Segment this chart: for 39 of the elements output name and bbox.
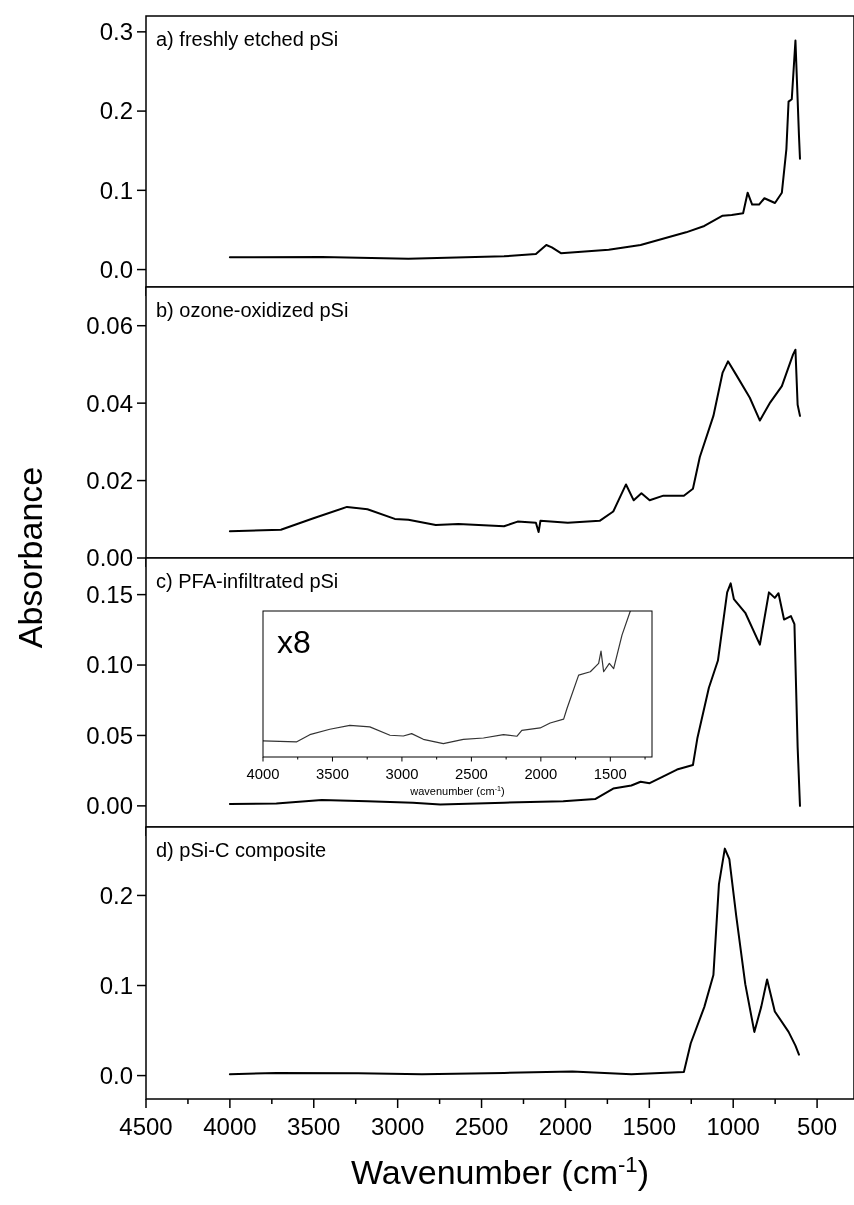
x-tick-label: 1500: [622, 1113, 677, 1140]
x-tick-label: 500: [797, 1113, 838, 1140]
text: b) ozone-oxidized pSi: [156, 299, 349, 321]
x-tick-label: 2000: [538, 1113, 593, 1140]
annotation: x8: [277, 624, 311, 660]
y-axis-title: Absorbance: [11, 466, 49, 649]
x-axis-title: Wavenumber (cm$^{-1}$): [350, 1151, 650, 1191]
text: a) freshly etched pSi: [156, 28, 339, 50]
x-tick-label: 4000: [246, 766, 280, 782]
y-tick-label: 0.0: [99, 1061, 133, 1089]
y-tick-label: 0.06: [86, 312, 133, 340]
y-tick-label: 0.1: [99, 971, 133, 999]
y-tick-label: 0.3: [99, 18, 133, 46]
x-tick-label: 3500: [316, 766, 349, 782]
line-series: [228, 348, 801, 534]
y-tick-label: 0.00: [86, 544, 133, 572]
y-tick-label: 0.2: [99, 97, 133, 125]
x-tick-label: 2500: [454, 1113, 509, 1140]
y-tick-label: 0.10: [86, 651, 133, 679]
y-tick-label: 0.0: [99, 255, 133, 283]
x-tick-label: 2500: [454, 766, 488, 782]
x-tick-label: 3500: [287, 1113, 341, 1140]
x-tick-label: 1500: [593, 766, 627, 782]
x-tick-label: 4500: [119, 1113, 173, 1140]
text: d) pSi-C composite: [156, 839, 327, 861]
y-tick-label: 0.04: [86, 389, 133, 417]
y-tick-label: 0.1: [99, 176, 133, 204]
y-tick-label: 0.02: [86, 466, 133, 494]
x-axis-title: wavenumber (cm$^{-1}$): [409, 785, 505, 797]
y-tick-label: 0.2: [99, 881, 133, 909]
y-tick-label: 0.15: [86, 581, 133, 609]
x-tick-label: 2000: [524, 766, 558, 782]
x-tick-label: 3000: [370, 1113, 425, 1140]
x-tick-label: 1000: [706, 1113, 760, 1140]
text: c) PFA-infiltrated pSi: [156, 570, 339, 592]
x-tick-label: 3000: [385, 766, 419, 782]
x-tick-label: 4000: [203, 1113, 257, 1140]
y-tick-label: 0.00: [86, 792, 133, 820]
y-tick-label: 0.05: [86, 721, 133, 749]
